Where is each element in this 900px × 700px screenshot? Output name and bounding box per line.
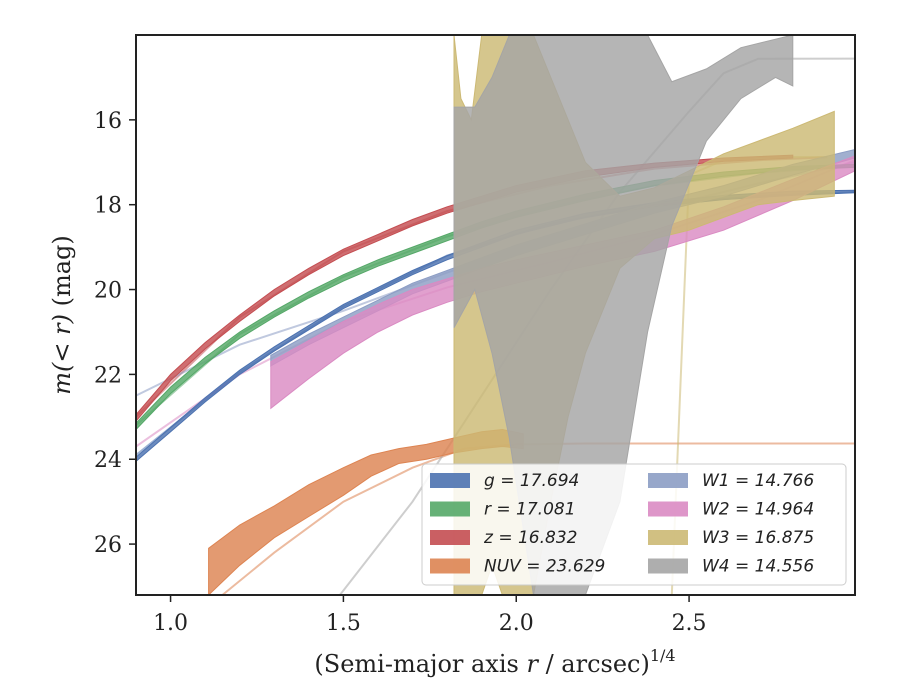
y-tick-label: 22: [94, 363, 122, 388]
y-tick-label: 16: [94, 109, 122, 134]
y-tick-label: 20: [94, 279, 122, 304]
legend-swatch-w4: [648, 558, 688, 574]
legend-label-w3: W3 = 16.875: [702, 528, 814, 548]
legend-swatch-r: [430, 501, 470, 517]
y-tick-label: 26: [94, 533, 122, 558]
legend-label-z: z = 16.832: [483, 528, 577, 548]
legend-label-g: g = 17.694: [484, 471, 579, 491]
legend-box: [421, 463, 847, 586]
legend-label-w1: W1 = 14.766: [702, 471, 814, 491]
x-tick-label: 2.0: [499, 611, 534, 636]
legend-swatch-w3: [648, 530, 688, 545]
axis-ticks: 1.0 1.5 2.0 2.5 16 18 20 22 24 26: [94, 109, 707, 636]
legend-label-nuv: NUV = 23.629: [484, 557, 605, 577]
x-tick-label: 2.5: [672, 611, 707, 636]
plot-frame: [135, 34, 856, 596]
legend-swatch-g: [430, 473, 470, 488]
legend-swatch-w1: [648, 473, 688, 488]
x-tick-label: 1.0: [153, 611, 188, 636]
legend-swatch-w2: [648, 501, 688, 517]
legend-swatch-z: [430, 530, 470, 545]
legend-swatch-nuv: [430, 558, 470, 574]
band-g: [136, 189, 855, 463]
data-bands: [136, 35, 855, 595]
legend-label-r: r = 17.081: [484, 500, 576, 520]
y-tick-label: 18: [94, 194, 122, 219]
legend-label-w2: W2 = 14.964: [702, 500, 814, 520]
x-axis-title: (Semi-major axis r / arcsec)1/4: [314, 646, 675, 678]
y-axis-title: m(< r) (mag): [48, 235, 76, 395]
legend: g = 17.694 r = 17.081 z = 16.832 NUV = 23.6…: [421, 463, 847, 586]
band-r: [136, 163, 855, 431]
legend-label-w4: W4 = 14.556: [702, 557, 814, 577]
y-tick-label: 24: [94, 448, 122, 473]
x-tick-label: 1.5: [326, 611, 361, 636]
